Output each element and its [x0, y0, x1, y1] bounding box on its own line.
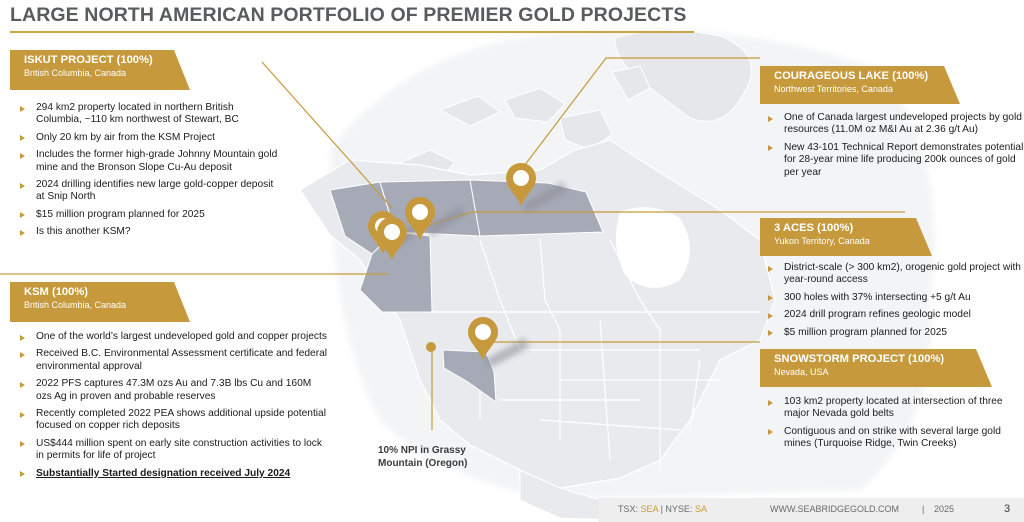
list-item: New 43-101 Technical Report demonstrates…	[758, 142, 1024, 179]
three-aces-name: 3 ACES (100%)	[774, 222, 854, 234]
list-item: Recently completed 2022 PEA shows additi…	[10, 408, 328, 433]
list-item: 2022 PFS captures 47.3M ozs Au and 7.3B …	[10, 378, 328, 403]
list-item: 300 holes with 37% intersecting +5 g/t A…	[758, 292, 1024, 304]
map-pins	[368, 163, 536, 360]
ksm-project-tag: KSM (100%) British Columbia, Canada	[10, 282, 190, 322]
footer-bar: TSX: SEA | NYSE: SA WWW.SEABRIDGEGOLD.CO…	[598, 498, 1024, 522]
courageous-lake-tag: COURAGEOUS LAKE (100%) Northwest Territo…	[760, 66, 960, 104]
snowstorm-map-pin-icon	[468, 317, 498, 360]
list-item: Contiguous and on strike with several la…	[758, 426, 1024, 451]
ksm-project-location: British Columbia, Canada	[24, 300, 127, 310]
iskut-project-location: British Columbia, Canada	[24, 68, 127, 78]
list-item: 103 km2 property located at intersection…	[758, 396, 1024, 421]
nyse-label: NYSE:	[665, 504, 693, 514]
three-aces-map-pin-icon	[405, 197, 435, 240]
list-item: One of the world’s largest undeveloped g…	[10, 331, 328, 343]
snowstorm-bullet-list: 103 km2 property located at intersection…	[758, 396, 1024, 456]
list-item: 2024 drill program refines geologic mode…	[758, 309, 1024, 321]
list-item: District-scale (> 300 km2), orogenic gol…	[758, 262, 1024, 287]
three-aces-location: Yukon Territory, Canada	[774, 236, 870, 246]
courageous-lake-name: COURAGEOUS LAKE (100%)	[774, 70, 929, 82]
page-title: LARGE NORTH AMERICAN PORTFOLIO OF PREMIE…	[10, 4, 687, 26]
courageous-lake-map-pin-icon	[506, 163, 536, 206]
list-item: Received B.C. Environmental Assessment c…	[10, 348, 328, 373]
courageous-lake-location: Northwest Territories, Canada	[774, 84, 893, 94]
grassy-mountain-dot-icon	[426, 342, 436, 352]
three-aces-tag: 3 ACES (100%) Yukon Territory, Canada	[760, 218, 932, 256]
iskut-bullet-list: 294 km2 property located in northern Bri…	[10, 102, 280, 244]
ksm-project-name: KSM (100%)	[24, 286, 89, 298]
list-item: 294 km2 property located in northern Bri…	[10, 102, 280, 127]
list-item: $15 million program planned for 2025	[10, 209, 280, 221]
list-item: Includes the former high-grade Johnny Mo…	[10, 149, 280, 174]
footer-tickers: TSX: SEA | NYSE: SA	[618, 504, 707, 514]
year-separator: |	[922, 504, 925, 514]
list-item: One of Canada largest undeveloped projec…	[758, 112, 1024, 137]
list-item-highlight: Substantially Started designation receiv…	[10, 468, 328, 480]
list-item: US$444 million spent on early site const…	[10, 438, 328, 463]
three-aces-bullet-list: District-scale (> 300 km2), orogenic gol…	[758, 262, 1024, 344]
list-item: 2024 drilling identifies new large gold-…	[10, 179, 280, 204]
list-item: Is this another KSM?	[10, 226, 280, 238]
courageous-lake-bullet-list: One of Canada largest undeveloped projec…	[758, 112, 1024, 184]
footer-year: 2025	[934, 504, 955, 514]
ksm-bullet-list: One of the world’s largest undeveloped g…	[10, 331, 328, 485]
tsx-label: TSX:	[618, 504, 639, 514]
title-underline	[10, 31, 694, 33]
province-borders	[430, 237, 760, 470]
ksm-map-pin-icon	[377, 217, 407, 260]
snowstorm-project-name: SNOWSTORM PROJECT (100%)	[774, 353, 945, 365]
list-item: $5 million program planned for 2025	[758, 327, 1024, 339]
list-item: Only 20 km by air from the KSM Project	[10, 132, 280, 144]
tsx-ticker: SEA	[640, 504, 659, 514]
ticker-separator: |	[660, 504, 663, 514]
snowstorm-project-location: Nevada, USA	[774, 367, 829, 377]
iskut-project-tag: ISKUT PROJECT (100%) British Columbia, C…	[10, 50, 190, 90]
page-number: 3	[1004, 503, 1011, 515]
nyse-ticker: SA	[694, 504, 707, 514]
iskut-project-name: ISKUT PROJECT (100%)	[24, 54, 153, 66]
grassy-mountain-npi-label: 10% NPI in Grassy Mountain (Oregon)	[378, 445, 468, 469]
snowstorm-project-tag: SNOWSTORM PROJECT (100%) Nevada, USA	[760, 349, 992, 387]
website-link[interactable]: WWW.SEABRIDGEGOLD.COM	[770, 504, 900, 514]
